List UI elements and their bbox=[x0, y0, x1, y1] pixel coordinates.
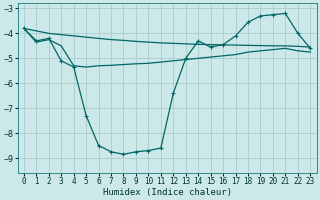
X-axis label: Humidex (Indice chaleur): Humidex (Indice chaleur) bbox=[103, 188, 232, 197]
